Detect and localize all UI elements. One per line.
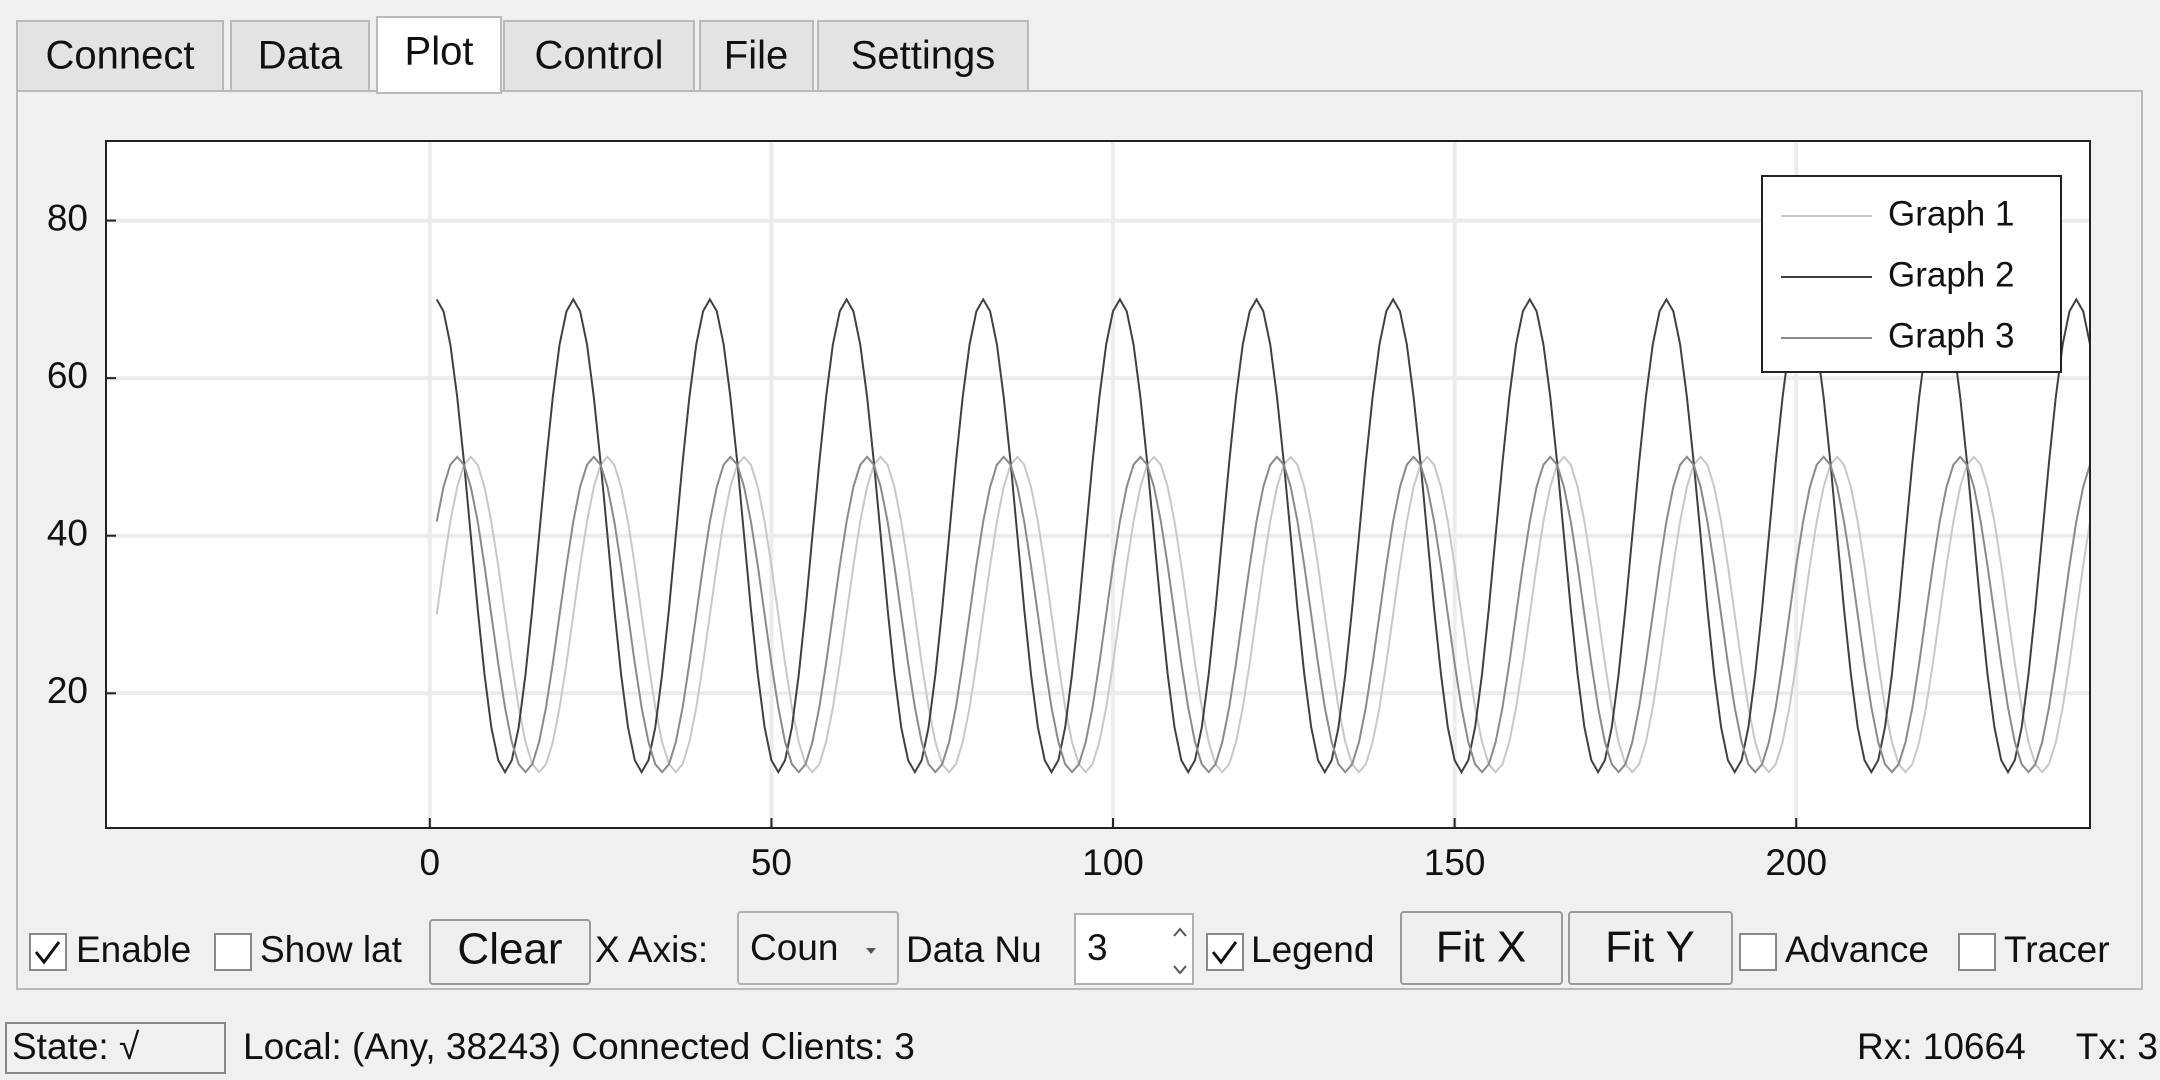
label: Data Nu [906,929,1042,970]
state-box [5,1022,226,1074]
spin-value: 3 [1087,927,1108,968]
tx: Tx: 3 [2076,1026,2158,1067]
legend-label: Graph 1 [1888,194,2014,233]
checkbox[interactable] [1739,933,1777,971]
combo-arrow [866,948,876,954]
checkbox[interactable] [1206,933,1244,971]
button-label: Fit Y [1605,923,1695,972]
legend-label: Graph 3 [1888,316,2014,355]
tab-label: Control [535,34,664,78]
clip: Data Nu [906,929,1042,970]
check-mark [1211,941,1238,965]
tab[interactable] [817,20,1029,92]
tab[interactable] [503,20,695,92]
series-line [435,455,2090,774]
legend-label: Graph 2 [1888,255,2014,294]
plot-frame [105,140,2091,829]
combo-box[interactable] [737,911,899,985]
tab-label: Settings [851,34,996,78]
legend-box [1761,175,2062,373]
clip: Advance [1785,929,1929,970]
x-tick-label: 0 [420,842,441,883]
button[interactable] [429,919,591,985]
button-label: Fit X [1436,923,1526,972]
y-tick-label: 80 [47,197,88,238]
x-tick-label: 150 [1424,842,1486,883]
checkbox-label: Enable [76,929,191,970]
clip: Show lat [260,929,403,970]
tab-label: Data [258,34,343,78]
button[interactable] [1568,911,1733,985]
spin-box[interactable] [1074,913,1194,985]
combo-value: Coun [750,927,838,968]
tab[interactable] [230,20,370,92]
status-info: Local: (Any, 38243) Connected Clients: 3 [243,1026,915,1067]
button-label: Clear [457,925,562,974]
plot-area[interactable] [106,141,2090,828]
grid [106,141,2090,828]
checkbox-label: Advance [1785,929,1929,970]
y-tick-label: 60 [47,355,88,396]
x-tick-label: 200 [1765,842,1827,883]
checkbox-label: Legend [1251,929,1374,970]
tab-label: Connect [46,34,195,78]
x-tick-label: 50 [751,842,792,883]
tab-label: File [724,34,788,78]
checkbox-label: Show lat [260,929,403,970]
rx: Rx: 10664 [1857,1026,2026,1067]
tab[interactable] [699,20,814,92]
tab-active[interactable] [376,16,502,94]
axis-labels: 0 50 100 150 200 20 40 60 80 [47,197,1827,882]
label: X Axis: [595,929,708,970]
status-bar: State: √ Local: (Any, 38243) Connected C… [5,1022,2158,1074]
check-mark [34,941,61,965]
checkbox[interactable] [214,933,252,971]
tab-bar: Connect Data Plot Control File Settings [16,16,1029,94]
button[interactable] [1400,911,1563,985]
checkbox-label: Tracer [2004,929,2110,970]
y-tick-label: 40 [47,512,88,553]
tab[interactable] [16,20,224,92]
y-tick-label: 20 [47,670,88,711]
checkbox[interactable] [29,933,67,971]
legend: Graph 1 Graph 2 Graph 3 [1761,175,2062,373]
checkbox[interactable] [1958,933,1996,971]
x-tick-label: 100 [1082,842,1144,883]
state: State: √ [12,1026,140,1067]
tab-label: Plot [405,30,474,74]
series-line [435,455,2090,774]
control-row: Enable Show lat Clear X Axis: Coun Data … [29,911,2110,985]
spin-arrows[interactable] [1173,927,1187,975]
